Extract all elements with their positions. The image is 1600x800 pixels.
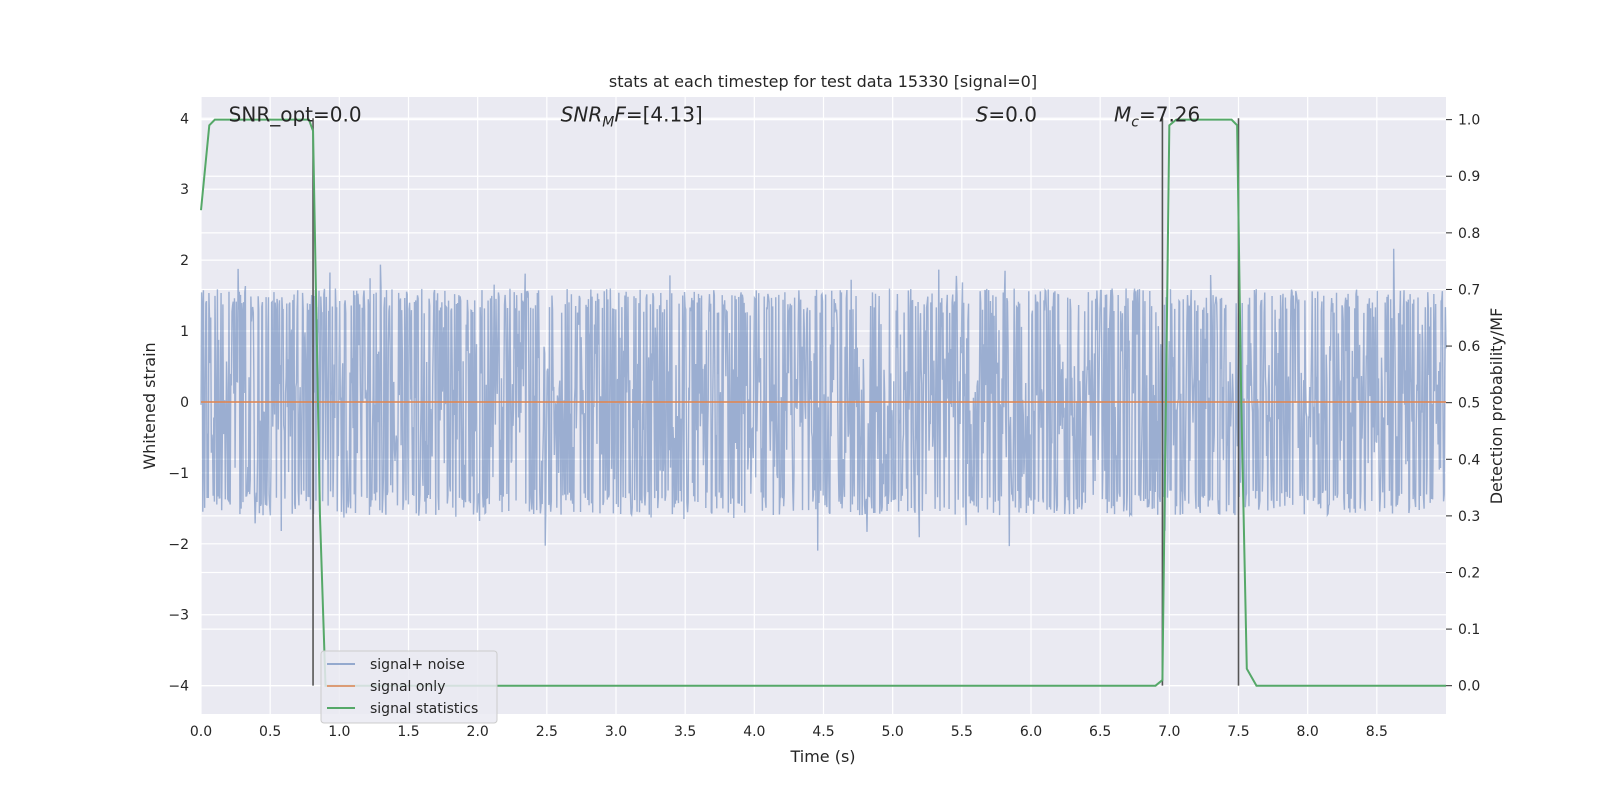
x-tick-label: 3.5 <box>674 724 696 740</box>
y-tick-label: 0 <box>180 395 189 411</box>
y-tick-label: 3 <box>180 182 189 198</box>
x-tick-label: 4.5 <box>812 724 834 740</box>
y2-tick-label: 0.0 <box>1458 679 1480 695</box>
x-tick-label: 2.5 <box>536 724 558 740</box>
x-tick-label: 5.5 <box>951 724 973 740</box>
x-tick-label: 8.5 <box>1366 724 1388 740</box>
legend-label-signal-statistics: signal statistics <box>370 701 478 717</box>
annotation-2: S=0.0 <box>976 103 1037 127</box>
x-tick-label: 5.0 <box>882 724 904 740</box>
y-tick-label: −2 <box>168 537 189 553</box>
x-tick-label: 0.5 <box>259 724 281 740</box>
legend-label-signal-only: signal only <box>370 679 445 695</box>
y-axis-label: Whitened strain <box>140 342 159 469</box>
chart-title: stats at each timestep for test data 153… <box>609 72 1037 91</box>
x-tick-label: 7.5 <box>1227 724 1249 740</box>
signal-statistics-line <box>200 118 1446 687</box>
x-tick-label: 6.5 <box>1089 724 1111 740</box>
x-tick-label: 1.0 <box>328 724 350 740</box>
x-tick-label: 0.0 <box>190 724 212 740</box>
x-tick-label: 6.0 <box>1020 724 1042 740</box>
x-axis-ticks: 0.0 0.5 1.0 1.5 2.0 2.5 3.0 3.5 4.0 4.5 5.0 5.5 6.0 6… <box>190 724 1388 740</box>
y2-tick-label: 0.5 <box>1458 396 1480 412</box>
annotation-1: SNRMF=[4.13] <box>561 103 703 131</box>
x-tick-label: 2.0 <box>467 724 489 740</box>
annotation-0: SNR_opt=0.0 <box>229 103 362 127</box>
y2-tick-label: 0.2 <box>1458 565 1480 581</box>
annotation-3: Mc=7.26 <box>1114 103 1200 131</box>
y2-tick-label: 0.7 <box>1458 282 1480 298</box>
y2-tick-label: 1.0 <box>1458 113 1480 129</box>
y-tick-label: 1 <box>180 324 189 340</box>
y2-axis-ticks: 1.0 0.9 0.8 0.7 0.6 0.5 0.4 0.3 0.2 0.1 0.0 <box>1446 113 1480 695</box>
legend: signal+ noise signal only signal statist… <box>320 650 498 724</box>
y-tick-label: 2 <box>180 253 189 269</box>
x-tick-label: 3.0 <box>605 724 627 740</box>
y2-tick-label: 0.6 <box>1458 339 1480 355</box>
y-tick-label: 4 <box>180 111 189 127</box>
y2-tick-label: 0.8 <box>1458 226 1480 242</box>
x-tick-label: 8.0 <box>1297 724 1319 740</box>
y2-tick-label: 0.4 <box>1458 452 1480 468</box>
legend-box <box>320 650 498 724</box>
series-signal-statistics <box>200 118 1446 687</box>
x-tick-label: 7.0 <box>1158 724 1180 740</box>
y-tick-label: −4 <box>168 679 189 695</box>
y-axis-ticks: 4 3 2 1 0 −1 −2 −3 −4 <box>168 111 189 694</box>
y-tick-label: −3 <box>168 608 189 624</box>
y-tick-label: −1 <box>168 466 189 482</box>
y2-tick-label: 0.9 <box>1458 169 1480 185</box>
y2-tick-label: 0.1 <box>1458 622 1480 638</box>
y2-tick-label: 0.3 <box>1458 509 1480 525</box>
legend-label-signal-noise: signal+ noise <box>370 657 465 673</box>
x-tick-label: 1.5 <box>397 724 419 740</box>
x-axis-label: Time (s) <box>789 747 855 766</box>
y2-axis-label: Detection probability/MF <box>1487 308 1506 505</box>
x-tick-label: 4.0 <box>743 724 765 740</box>
annotations: SNR_opt=0.0 SNRMF=[4.13] S=0.0 Mc=7.26 <box>229 103 1201 131</box>
